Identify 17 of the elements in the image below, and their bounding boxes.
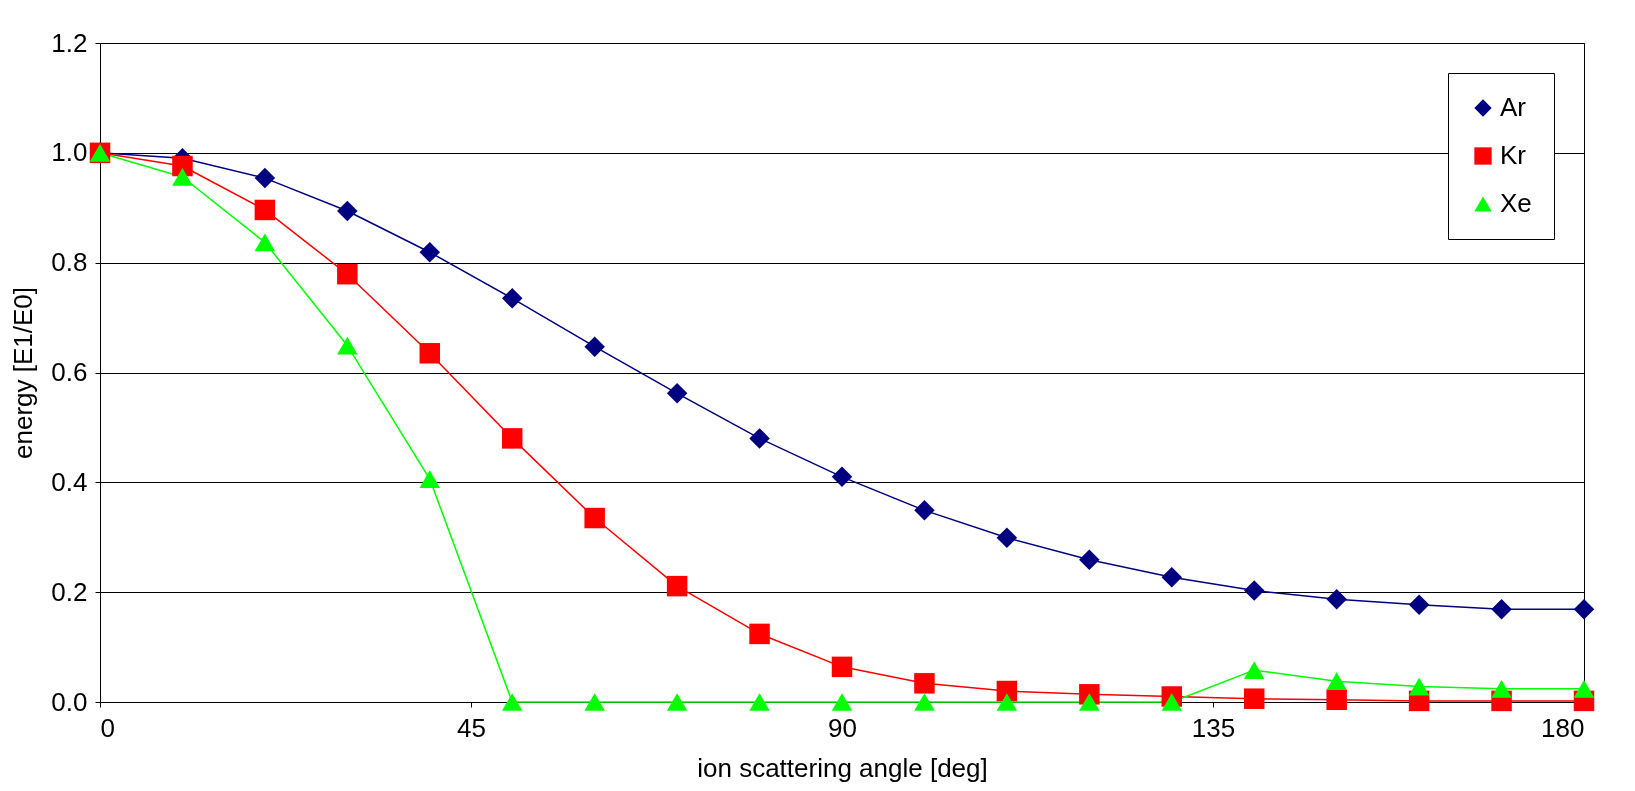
x-tick-label: 90 <box>828 712 857 743</box>
x-axis-title: ion scattering angle [deg] <box>697 752 988 783</box>
y-tick-label: 0.4 <box>51 466 88 497</box>
legend-label: Ar <box>1500 92 1527 122</box>
y-tick-label: 0.8 <box>51 247 88 278</box>
x-tick-label: 0 <box>100 712 115 743</box>
legend-label: Kr <box>1500 140 1527 170</box>
y-tick-label: 0.0 <box>51 686 88 717</box>
y-tick-label: 1.2 <box>51 27 88 58</box>
x-tick-label: 180 <box>1541 712 1585 743</box>
y-tick-label: 1.0 <box>51 137 88 168</box>
legend-label: Xe <box>1500 188 1532 218</box>
y-tick-label: 0.2 <box>51 576 88 607</box>
x-tick-label: 135 <box>1191 712 1236 743</box>
y-axis-title: energy [E1/E0] <box>8 287 39 459</box>
x-tick-label: 45 <box>457 712 486 743</box>
y-tick-label: 0.6 <box>51 357 88 387</box>
